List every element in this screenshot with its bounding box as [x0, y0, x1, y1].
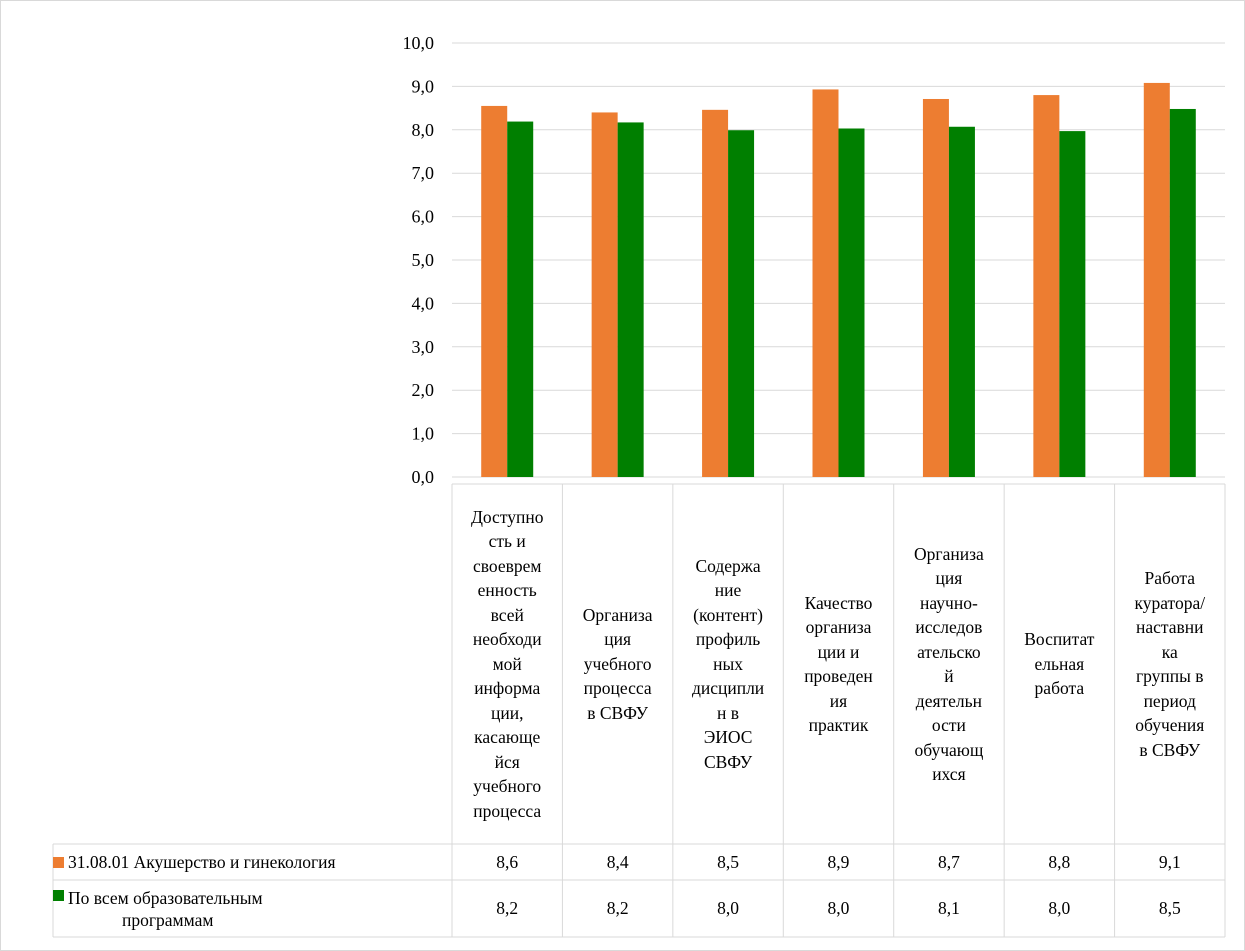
- data-value-cell: 8,0: [1048, 898, 1071, 918]
- y-tick-label: 2,0: [412, 380, 435, 400]
- data-value-cell: 8,7: [937, 852, 960, 872]
- x-category-label: Организа ция научно- исследов ательско й…: [914, 543, 984, 785]
- legend-label: 31.08.01 Акушерство и гинекология: [68, 852, 336, 872]
- legend-entry: По всем образовательным программам: [53, 880, 452, 937]
- bar-program: [922, 98, 949, 478]
- x-category-label: Качество организа ции и проведен ия прак…: [804, 592, 873, 736]
- y-tick-label: 4,0: [412, 293, 435, 313]
- data-value-cell: 9,1: [1158, 852, 1181, 872]
- data-value-cell: 8,2: [496, 898, 519, 918]
- y-tick-label: 1,0: [412, 424, 435, 444]
- x-category-label: Воспитат ельная работа: [1024, 629, 1095, 699]
- legend-label: По всем образовательным программам: [68, 887, 263, 930]
- x-category-label: Доступно сть и своеврем енность всей нео…: [470, 506, 544, 821]
- y-tick-label: 10,0: [403, 33, 435, 53]
- data-value-cell: 8,5: [717, 852, 739, 872]
- bar-program: [812, 89, 839, 478]
- x-category-label: Содержа ние (контент) профиль ных дисцип…: [691, 555, 765, 772]
- data-value-cell: 8,6: [496, 852, 519, 872]
- data-value-cell: 8,4: [606, 852, 629, 872]
- x-category-label: Работа куратора/ наставни ка группы в пе…: [1134, 568, 1206, 760]
- bar-all-programs: [1059, 131, 1086, 478]
- y-tick-label: 6,0: [412, 207, 435, 227]
- data-value-cell: 8,8: [1048, 852, 1071, 872]
- bar-program: [481, 105, 508, 478]
- y-tick-label: 5,0: [412, 250, 435, 270]
- x-category-label: Организа ция учебного процесса в СВФУ: [582, 604, 653, 723]
- bar-program: [1033, 95, 1060, 477]
- bar-all-programs: [507, 121, 534, 477]
- y-tick-label: 9,0: [412, 76, 435, 96]
- legend-swatch: [53, 890, 64, 901]
- data-value-cell: 8,2: [606, 898, 629, 918]
- legend-entry: 31.08.01 Акушерство и гинекология: [53, 844, 452, 880]
- y-tick-label: 0,0: [412, 467, 435, 487]
- legend-swatch: [53, 856, 64, 868]
- bar-program: [702, 109, 729, 477]
- data-value-cell: 8,1: [937, 898, 960, 918]
- bar-all-programs: [838, 128, 865, 478]
- data-value-cell: 8,0: [717, 898, 739, 918]
- bar-all-programs: [617, 122, 644, 477]
- bar-program: [1143, 82, 1170, 477]
- bar-all-programs: [948, 126, 975, 478]
- bar-all-programs: [728, 130, 755, 477]
- data-value-cell: 8,9: [827, 852, 850, 872]
- bar-program: [591, 112, 618, 477]
- bar-all-programs: [1169, 108, 1196, 477]
- data-value-cell: 8,5: [1158, 898, 1181, 918]
- y-tick-label: 8,0: [412, 120, 435, 140]
- data-value-cell: 8,0: [827, 898, 850, 918]
- y-tick-label: 7,0: [412, 163, 435, 183]
- y-tick-label: 3,0: [412, 337, 435, 357]
